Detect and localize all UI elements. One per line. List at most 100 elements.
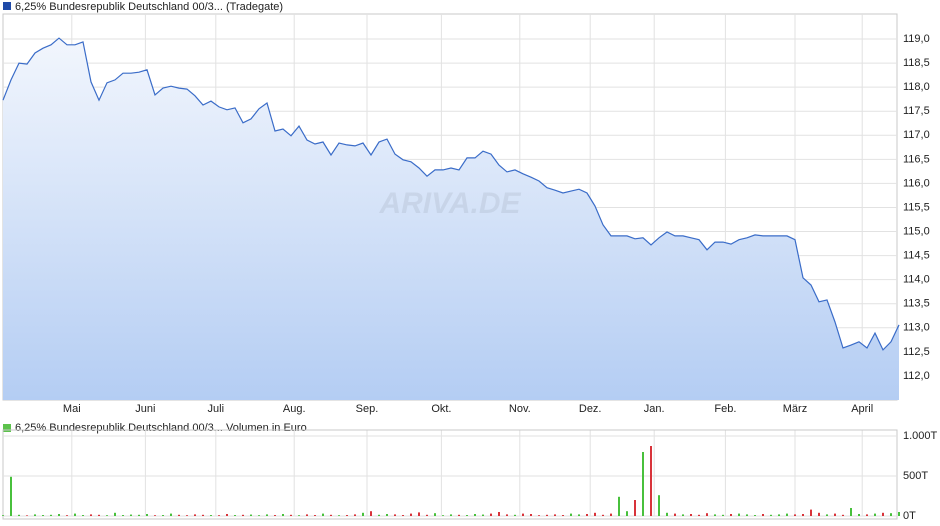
volume-bar [506,514,508,516]
volume-bar [274,515,276,516]
volume-bar [242,514,244,516]
volume-bar [586,514,588,516]
x-tick-label: Mai [63,403,81,415]
x-tick-label: Okt. [431,403,451,415]
volume-bar [186,515,188,516]
y-tick-label: 112,0 [903,370,930,382]
volume-bar [218,515,220,516]
x-tick-label: Dez. [579,403,602,415]
volume-bar [258,515,260,516]
volume-bar [210,515,212,516]
y-tick-label: 115,5 [903,201,930,213]
volume-bar [402,515,404,516]
volume-bar [378,514,380,516]
volume-bar [690,514,692,516]
volume-bar [202,514,204,516]
volume-bar [514,514,516,516]
volume-bar [770,514,772,516]
volume-bar [666,512,668,516]
y-tick-label: 1.000T [903,430,938,442]
volume-bar [34,514,36,516]
area [3,38,899,400]
volume-bar [26,515,28,516]
volume-bar [714,514,716,516]
volume-bar [498,512,500,516]
volume-bar [562,515,564,516]
volume-bar [282,514,284,516]
y-tick-label: 112,5 [903,346,930,358]
volume-bar [618,496,620,516]
volume-bar [634,500,636,516]
volume-bar [578,514,580,516]
volume-bar [418,512,420,516]
volume-bar [178,514,180,516]
volume-bar [250,514,252,516]
volume-bar [866,514,868,516]
volume-bar [450,514,452,516]
legend-label: 6,25% Bundesrepublik Deutschland 00/3...… [15,1,283,13]
volume-bar [602,514,604,516]
volume-bar [330,514,332,516]
x-tick-label: April [851,403,873,415]
watermark: ARIVA.DE [378,187,521,220]
volume-bar [570,513,572,516]
volume-bar [234,515,236,516]
volume-bar [842,514,844,516]
volume-bar [90,514,92,516]
legend-label: 6,25% Bundesrepublik Deutschland 00/3...… [15,422,307,434]
volume-bar [786,513,788,516]
volume-bar [546,514,548,516]
volume-bar [698,514,700,516]
volume-bar [778,514,780,516]
volume-bar [338,515,340,516]
x-tick-label: Juli [208,403,225,415]
volume-bar [650,446,652,516]
volume-bar [50,514,52,516]
volume-bar [826,514,828,516]
x-tick-label: Jan. [644,403,665,415]
volume-bar [594,512,596,516]
volume-bar [370,511,372,516]
y-tick-label: 500T [903,470,928,482]
volume-bar [730,514,732,516]
volume-bar [66,515,68,516]
y-tick-label: 114,5 [903,250,930,262]
volume-bar [754,515,756,516]
y-tick-label: 116,0 [903,177,930,189]
y-tick-label: 117,5 [903,105,930,117]
volume-bar [2,515,4,516]
volume-bar [810,509,812,516]
legend-swatch [3,424,11,432]
volume-bar [410,513,412,516]
volume-bar [354,514,356,516]
volume-bar [106,515,108,516]
y-tick-label: 114,0 [903,274,930,286]
volume-bar [530,514,532,516]
volume-bar [322,513,324,516]
volume-bar [794,514,796,516]
volume-bar [314,515,316,516]
volume-bar [850,508,852,516]
volume-bar [306,514,308,516]
y-tick-label: 116,5 [903,153,930,165]
volume-bar [738,513,740,516]
volume-bar [882,512,884,516]
volume-bar [58,514,60,516]
volume-bar [362,512,364,516]
volume-bar [898,512,900,516]
x-tick-label: Sep. [356,403,379,415]
price-line [2,37,900,351]
volume-bar [386,514,388,516]
volume-bar [18,514,20,516]
y-tick-label: 119,0 [903,33,930,45]
volume-bar [610,513,612,516]
volume-bar [490,513,492,516]
volume-bar [474,514,476,516]
x-tick-label: Feb. [714,403,736,415]
legend-swatch [3,2,11,10]
y-tick-label: 118,0 [903,81,930,93]
volume-bar [426,514,428,516]
volume-bar [434,513,436,516]
y-tick-label: 113,5 [903,298,930,310]
